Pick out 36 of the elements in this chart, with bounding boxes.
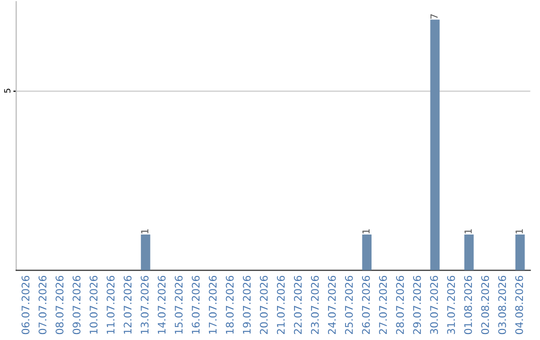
x-tick-label: 31.07.2026	[447, 276, 455, 334]
data-label: 1	[362, 229, 370, 234]
x-tick-label: 30.07.2026	[430, 276, 438, 334]
x-tick-label: 01.08.2026	[464, 276, 472, 334]
x-tick-label: 06.07.2026	[22, 276, 30, 334]
x-tick-label: 15.07.2026	[174, 276, 183, 334]
data-label: 7	[430, 14, 438, 19]
x-tick-label: 27.07.2026	[379, 276, 387, 334]
x-tick-label: 17.07.2026	[208, 276, 217, 334]
x-tick-label: 10.07.2026	[90, 276, 98, 334]
data-label: 1	[464, 229, 472, 234]
data-label: 1	[141, 229, 148, 234]
x-tick-label: 19.07.2026	[242, 276, 251, 334]
x-tick-label: 18.07.2026	[226, 276, 234, 334]
x-tick-label: 28.07.2026	[396, 276, 404, 334]
x-tick-label: 16.07.2026	[192, 276, 200, 334]
x-tick-label: 13.07.2026	[140, 276, 149, 334]
x-tick-label: 09.07.2026	[72, 276, 81, 334]
x-tick-label: 23.07.2026	[310, 276, 319, 334]
x-tick-label: 11.07.2026	[106, 276, 115, 334]
x-tick-label: 29.07.2026	[413, 276, 421, 334]
data-label: 1	[516, 229, 523, 234]
x-tick-label: 04.08.2026	[515, 276, 524, 334]
x-tick-label: 07.07.2026	[38, 276, 46, 334]
y-tick-label: 5	[4, 88, 10, 93]
x-tick-label: 12.07.2026	[124, 276, 132, 334]
x-tick-label: 24.07.2026	[328, 276, 336, 334]
x-tick-label: 25.07.2026	[344, 276, 353, 334]
x-tick-label: 26.07.2026	[362, 276, 370, 334]
x-tick-label: 22.07.2026	[294, 276, 302, 334]
x-tick-label: 21.07.2026	[276, 276, 285, 334]
x-tick-label: 08.07.2026	[56, 276, 64, 334]
x-tick-label: 14.07.2026	[158, 276, 166, 334]
x-tick-label: 20.07.2026	[260, 276, 268, 334]
x-tick-label: 02.08.2026	[481, 276, 490, 334]
x-tick-label: 03.08.2026	[498, 276, 506, 334]
